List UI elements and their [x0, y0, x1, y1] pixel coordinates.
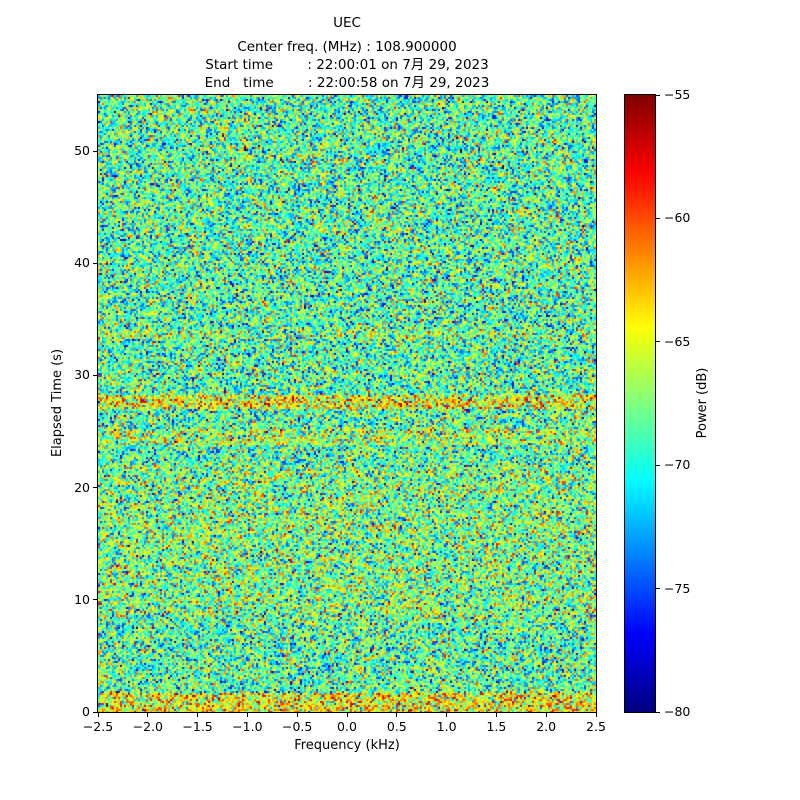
y-tick-label: 30	[74, 367, 90, 383]
x-tick-label: 1.5	[486, 719, 507, 734]
colorbar-tick-mark	[656, 341, 660, 343]
start-time-line: Start time : 22:00:01 on 7月 29, 2023	[205, 57, 489, 73]
x-tick-label: 2.5	[586, 719, 606, 734]
y-tick-mark	[93, 374, 97, 376]
y-axis-label: Elapsed Time (s)	[50, 348, 65, 458]
colorbar-label: Power (dB)	[695, 367, 710, 439]
x-tick-mark	[246, 713, 248, 717]
x-tick-mark	[197, 713, 199, 717]
x-tick-mark	[97, 713, 99, 717]
x-tick-mark	[296, 713, 298, 717]
x-tick-label: −0.5	[282, 719, 313, 734]
y-tick-label: 10	[74, 591, 90, 607]
y-tick-mark	[93, 487, 97, 489]
colorbar-tick-label: −65	[664, 333, 691, 349]
center-freq-line: Center freq. (MHz) : 108.900000	[237, 39, 457, 55]
y-tick-label: 40	[74, 255, 90, 271]
colorbar-tick-mark	[656, 217, 660, 219]
y-tick-mark	[93, 262, 97, 264]
x-tick-label: 2.0	[536, 719, 557, 734]
plot-title: UEC	[333, 15, 361, 31]
colorbar-tick-mark	[656, 711, 660, 713]
colorbar-tick-label: −55	[664, 87, 691, 102]
x-tick-label: 0.5	[386, 719, 407, 734]
spectrogram-heatmap	[98, 95, 596, 712]
x-tick-label: 1.0	[436, 719, 457, 734]
x-tick-label: −1.0	[232, 719, 263, 734]
x-tick-mark	[396, 713, 398, 717]
x-tick-mark	[147, 713, 149, 717]
x-tick-mark	[545, 713, 547, 717]
y-tick-mark	[93, 599, 97, 601]
colorbar-tick-label: −70	[664, 457, 691, 473]
x-tick-label: −2.0	[132, 719, 163, 734]
colorbar-tick-label: −80	[664, 704, 691, 719]
colorbar-tick-mark	[656, 464, 660, 466]
x-axis-label: Frequency (kHz)	[294, 738, 400, 753]
y-tick-label: 50	[74, 143, 90, 159]
x-tick-label: −1.5	[182, 719, 213, 734]
colorbar-tick-label: −75	[664, 580, 691, 596]
x-tick-mark	[446, 713, 448, 717]
y-tick-mark	[93, 711, 97, 713]
x-tick-label: −2.5	[82, 719, 114, 734]
colorbar-tick-label: −60	[664, 210, 691, 226]
x-tick-mark	[346, 713, 348, 717]
colorbar-tick-mark	[656, 588, 660, 590]
x-tick-mark	[495, 713, 497, 717]
y-tick-label: 20	[74, 479, 90, 495]
x-tick-mark	[595, 713, 597, 717]
y-tick-mark	[93, 150, 97, 152]
end-time-line: End time : 22:00:58 on 7月 29, 2023	[204, 75, 490, 91]
x-tick-label: 0.0	[337, 719, 357, 734]
colorbar-tick-mark	[656, 94, 660, 96]
colorbar-gradient	[625, 95, 655, 712]
y-tick-label: 0	[82, 704, 90, 719]
